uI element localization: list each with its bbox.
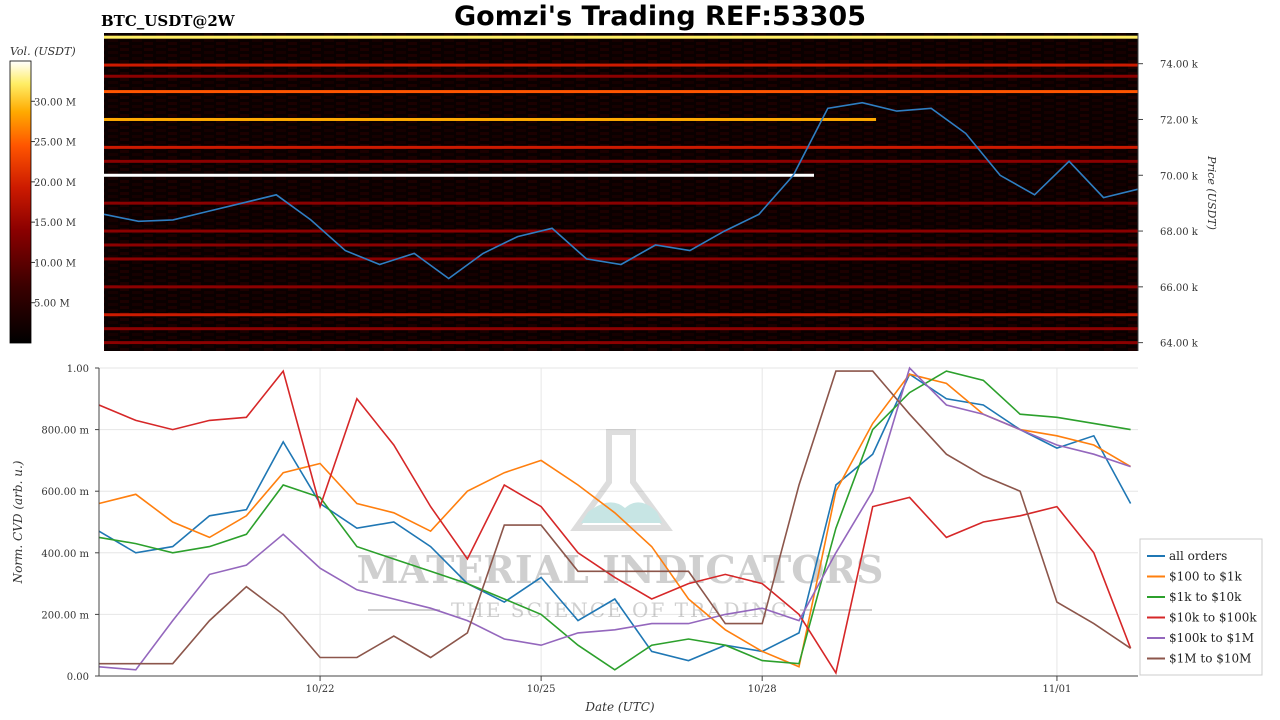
colorbar-tick-label: 5.00 M	[34, 299, 70, 310]
colorbar-tick-label: 30.00 M	[34, 97, 76, 108]
legend-label: $100k to $1M	[1169, 631, 1254, 645]
liquidity-wall	[104, 63, 1138, 67]
cvd-y-tick-label: 1.00	[67, 364, 89, 375]
colorbar-gradient	[9, 60, 32, 344]
liquidity-wall	[104, 201, 1138, 205]
cvd-panel: MATERIAL INDICATORS THE SCIENCE OF TRADI…	[11, 364, 1263, 714]
legend-label: $100 to $1k	[1169, 570, 1242, 584]
cvd-y-tick-label: 200.00 m	[41, 610, 89, 621]
liquidity-wall	[104, 117, 877, 121]
cvd-y-tick-label: 600.00 m	[41, 487, 89, 498]
series-line	[98, 370, 1131, 671]
cvd-x-tick-label: 10/25	[527, 684, 556, 695]
series-line	[98, 373, 1132, 662]
legend-label: $1k to $10k	[1169, 590, 1242, 604]
cvd-x-tick-label: 11/01	[1043, 684, 1072, 695]
colorbar-tick-label: 10.00 M	[34, 258, 76, 269]
cvd-x-tick-label: 10/28	[748, 684, 777, 695]
liquidity-wall	[104, 74, 1138, 78]
series-line	[98, 366, 1131, 671]
liquidity-wall	[104, 327, 1138, 331]
legend-label: $1M to $10M	[1169, 652, 1251, 666]
cvd-y-tick-label: 800.00 m	[41, 426, 89, 437]
series-line	[98, 369, 1132, 675]
cvd-y-axis-label: Norm. CVD (arb. u.)	[11, 460, 25, 584]
colorbar: Vol. (USDT) 5.00 M 10.00 M 15.00 M 20.00 M 2…	[9, 45, 76, 344]
watermark-line2: THE SCIENCE OF TRADING	[451, 598, 789, 622]
symbol-label: BTC_USDT@2W	[101, 12, 236, 30]
series-line	[99, 370, 1132, 665]
cvd-y-tick-label: 0.00	[67, 672, 89, 683]
liquidity-wall	[104, 341, 1138, 345]
liquidity-wall	[104, 35, 1138, 39]
price-line	[103, 101, 1139, 280]
legend-label: all orders	[1169, 549, 1227, 563]
cvd-y-tick-label: 400.00 m	[41, 549, 89, 560]
page-title: Gomzi's Trading REF:53305	[454, 1, 866, 32]
liquidity-wall	[104, 159, 1138, 163]
legend: all orders $100 to $1k $1k to $10k $10k to …	[1139, 538, 1263, 676]
price-tick-label: 66.00 k	[1160, 283, 1199, 294]
heatmap-panel: 64.00 k 66.00 k 68.00 k 70.00 k 72.00 k 74.00…	[103, 33, 1218, 351]
cvd-x-axis-label: Date (UTC)	[584, 700, 654, 714]
colorbar-tick-label: 20.00 M	[34, 178, 76, 189]
flask-liquid	[581, 502, 662, 523]
series-line	[98, 373, 1132, 668]
liquidity-wall	[104, 313, 1138, 317]
liquidity-wall	[104, 173, 815, 177]
watermark: MATERIAL INDICATORS THE SCIENCE OF TRADI…	[357, 429, 884, 622]
price-tick-label: 70.00 k	[1160, 171, 1199, 182]
legend-label: $10k to $100k	[1169, 611, 1257, 625]
liquidity-wall	[104, 229, 1138, 233]
price-tick-label: 64.00 k	[1160, 339, 1199, 350]
colorbar-tick-label: 15.00 M	[34, 218, 76, 229]
liquidity-wall	[104, 285, 1138, 289]
price-tick-label: 68.00 k	[1160, 227, 1199, 238]
liquidity-wall	[104, 243, 1138, 247]
legend-box	[1139, 538, 1263, 676]
cvd-plot-area	[99, 368, 1138, 676]
colorbar-label: Vol. (USDT)	[10, 45, 76, 58]
price-axis-label: Price (USDT)	[1205, 155, 1218, 230]
flask-logo	[570, 429, 673, 531]
price-tick-label: 74.00 k	[1160, 60, 1199, 71]
liquidity-wall	[104, 145, 1138, 149]
liquidity-wall	[104, 257, 1138, 261]
liquidity-wall	[104, 90, 1138, 94]
watermark-line1: MATERIAL INDICATORS	[357, 547, 884, 592]
price-tick-label: 72.00 k	[1160, 115, 1199, 126]
cvd-x-tick-label: 10/22	[306, 684, 335, 695]
colorbar-tick-label: 25.00 M	[34, 138, 76, 149]
heatmap-texture	[104, 33, 1138, 351]
